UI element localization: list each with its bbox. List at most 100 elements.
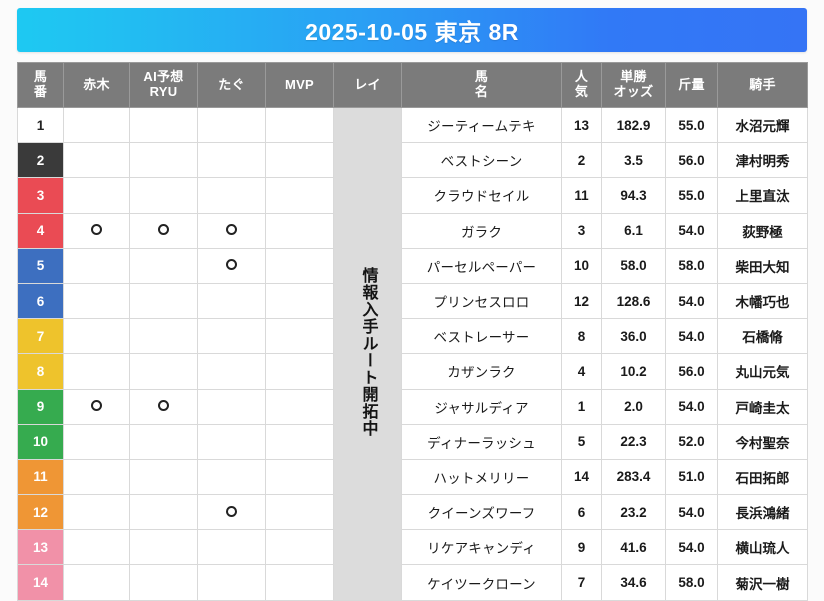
horse-number-cell[interactable]: 14 bbox=[17, 564, 64, 601]
mark-cell-mvp[interactable] bbox=[265, 247, 334, 284]
table-row[interactable]: 6 プリンセスロロ 12 128.6 54.0 木幡巧也 bbox=[17, 282, 808, 320]
horse-number-cell[interactable]: 8 bbox=[17, 353, 64, 390]
mark-cell-ai-ryu[interactable] bbox=[129, 212, 198, 249]
column-header-rei[interactable]: レイ bbox=[333, 62, 402, 108]
mark-cell-ai-ryu[interactable] bbox=[129, 177, 198, 214]
mark-cell-mvp[interactable] bbox=[265, 318, 334, 355]
mark-cell-ai-ryu[interactable] bbox=[129, 564, 198, 601]
mark-cell-akagi[interactable] bbox=[63, 458, 130, 496]
mark-cell-tagu[interactable] bbox=[197, 423, 266, 460]
jockey-cell[interactable]: 長浜鴻緒 bbox=[717, 494, 808, 531]
table-row[interactable]: 14 ケイツークローン 7 34.6 58.0 菊沢一樹 bbox=[17, 564, 808, 601]
mark-cell-akagi[interactable] bbox=[63, 494, 130, 531]
jockey-cell[interactable]: 戸崎圭太 bbox=[717, 388, 808, 425]
mark-cell-akagi[interactable] bbox=[63, 318, 130, 355]
jockey-cell[interactable]: 丸山元気 bbox=[717, 353, 808, 390]
mark-cell-akagi[interactable] bbox=[63, 106, 130, 144]
horse-name-cell[interactable]: ジーティームテキ bbox=[401, 106, 562, 144]
column-header-ai-ryu[interactable]: AI予想 RYU bbox=[129, 62, 198, 108]
mark-cell-ai-ryu[interactable] bbox=[129, 247, 198, 284]
mark-cell-mvp[interactable] bbox=[265, 529, 334, 566]
mark-cell-akagi[interactable] bbox=[63, 282, 130, 320]
horse-name-cell[interactable]: リケアキャンディ bbox=[401, 529, 562, 566]
mark-cell-akagi[interactable] bbox=[63, 247, 130, 284]
mark-cell-ai-ryu[interactable] bbox=[129, 318, 198, 355]
jockey-cell[interactable]: 上里直汰 bbox=[717, 177, 808, 214]
mark-cell-tagu[interactable] bbox=[197, 106, 266, 144]
jockey-cell[interactable]: 今村聖奈 bbox=[717, 423, 808, 460]
horse-number-cell[interactable]: 11 bbox=[17, 458, 64, 496]
mark-cell-tagu[interactable] bbox=[197, 282, 266, 320]
mark-cell-akagi[interactable] bbox=[63, 212, 130, 249]
table-row[interactable]: 11 ハットメリリー 14 283.4 51.0 石田拓郎 bbox=[17, 458, 808, 496]
horse-name-cell[interactable]: ジャサルディア bbox=[401, 388, 562, 425]
mark-cell-akagi[interactable] bbox=[63, 353, 130, 390]
jockey-cell[interactable]: 石橋脩 bbox=[717, 318, 808, 355]
mark-cell-mvp[interactable] bbox=[265, 423, 334, 460]
horse-name-cell[interactable]: パーセルペーパー bbox=[401, 247, 562, 284]
column-header-bamei[interactable]: 馬 名 bbox=[401, 62, 562, 108]
jockey-cell[interactable]: 菊沢一樹 bbox=[717, 564, 808, 601]
table-row[interactable]: 2 ベストシーン 2 3.5 56.0 津村明秀 bbox=[17, 142, 808, 179]
mark-cell-mvp[interactable] bbox=[265, 353, 334, 390]
table-row[interactable]: 12 クイーンズワーフ 6 23.2 54.0 長浜鴻緒 bbox=[17, 494, 808, 531]
horse-name-cell[interactable]: クラウドセイル bbox=[401, 177, 562, 214]
mark-cell-ai-ryu[interactable] bbox=[129, 458, 198, 496]
horse-name-cell[interactable]: クイーンズワーフ bbox=[401, 494, 562, 531]
mark-cell-mvp[interactable] bbox=[265, 458, 334, 496]
horse-name-cell[interactable]: ディナーラッシュ bbox=[401, 423, 562, 460]
mark-cell-ai-ryu[interactable] bbox=[129, 106, 198, 144]
jockey-cell[interactable]: 柴田大知 bbox=[717, 247, 808, 284]
mark-cell-akagi[interactable] bbox=[63, 388, 130, 425]
horse-name-cell[interactable]: カザンラク bbox=[401, 353, 562, 390]
column-header-ninki[interactable]: 人 気 bbox=[561, 62, 602, 108]
horse-number-cell[interactable]: 9 bbox=[17, 388, 64, 425]
mark-cell-tagu[interactable] bbox=[197, 318, 266, 355]
mark-cell-akagi[interactable] bbox=[63, 529, 130, 566]
table-row[interactable]: 4 ガラク 3 6.1 54.0 荻野極 bbox=[17, 212, 808, 249]
horse-number-cell[interactable]: 5 bbox=[17, 247, 64, 284]
horse-name-cell[interactable]: ハットメリリー bbox=[401, 458, 562, 496]
mark-cell-tagu[interactable] bbox=[197, 177, 266, 214]
mark-cell-tagu[interactable] bbox=[197, 388, 266, 425]
mark-cell-ai-ryu[interactable] bbox=[129, 529, 198, 566]
table-row[interactable]: 9 ジャサルディア 1 2.0 54.0 戸崎圭太 bbox=[17, 388, 808, 425]
mark-cell-mvp[interactable] bbox=[265, 106, 334, 144]
column-header-kishu[interactable]: 騎手 bbox=[717, 62, 808, 108]
jockey-cell[interactable]: 横山琉人 bbox=[717, 529, 808, 566]
mark-cell-mvp[interactable] bbox=[265, 177, 334, 214]
mark-cell-ai-ryu[interactable] bbox=[129, 423, 198, 460]
mark-cell-ai-ryu[interactable] bbox=[129, 494, 198, 531]
mark-cell-akagi[interactable] bbox=[63, 564, 130, 601]
table-row[interactable]: 7 ベストレーサー 8 36.0 54.0 石橋脩 bbox=[17, 318, 808, 355]
column-header-mvp[interactable]: MVP bbox=[265, 62, 334, 108]
horse-number-cell[interactable]: 6 bbox=[17, 282, 64, 320]
horse-name-cell[interactable]: ベストシーン bbox=[401, 142, 562, 179]
table-row[interactable]: 1 情報入手ルート開拓中 ジーティームテキ 13 182.9 55.0 水沼元輝 bbox=[17, 106, 808, 601]
mark-cell-mvp[interactable] bbox=[265, 142, 334, 179]
mark-cell-mvp[interactable] bbox=[265, 212, 334, 249]
horse-number-cell[interactable]: 7 bbox=[17, 318, 64, 355]
column-header-tagu[interactable]: たぐ bbox=[197, 62, 266, 108]
table-row[interactable]: 10 ディナーラッシュ 5 22.3 52.0 今村聖奈 bbox=[17, 423, 808, 460]
mark-cell-tagu[interactable] bbox=[197, 142, 266, 179]
mark-cell-tagu[interactable] bbox=[197, 458, 266, 496]
jockey-cell[interactable]: 木幡巧也 bbox=[717, 282, 808, 320]
mark-cell-ai-ryu[interactable] bbox=[129, 282, 198, 320]
column-header-akagi[interactable]: 赤木 bbox=[63, 62, 130, 108]
jockey-cell[interactable]: 石田拓郎 bbox=[717, 458, 808, 496]
mark-cell-ai-ryu[interactable] bbox=[129, 388, 198, 425]
mark-cell-mvp[interactable] bbox=[265, 564, 334, 601]
mark-cell-tagu[interactable] bbox=[197, 212, 266, 249]
horse-number-cell[interactable]: 1 bbox=[17, 106, 64, 144]
jockey-cell[interactable]: 荻野極 bbox=[717, 212, 808, 249]
mark-cell-akagi[interactable] bbox=[63, 142, 130, 179]
horse-name-cell[interactable]: プリンセスロロ bbox=[401, 282, 562, 320]
horse-name-cell[interactable]: ガラク bbox=[401, 212, 562, 249]
mark-cell-tagu[interactable] bbox=[197, 247, 266, 284]
horse-number-cell[interactable]: 2 bbox=[17, 142, 64, 179]
mark-cell-tagu[interactable] bbox=[197, 564, 266, 601]
horse-name-cell[interactable]: ケイツークローン bbox=[401, 564, 562, 601]
horse-number-cell[interactable]: 10 bbox=[17, 423, 64, 460]
mark-cell-mvp[interactable] bbox=[265, 388, 334, 425]
